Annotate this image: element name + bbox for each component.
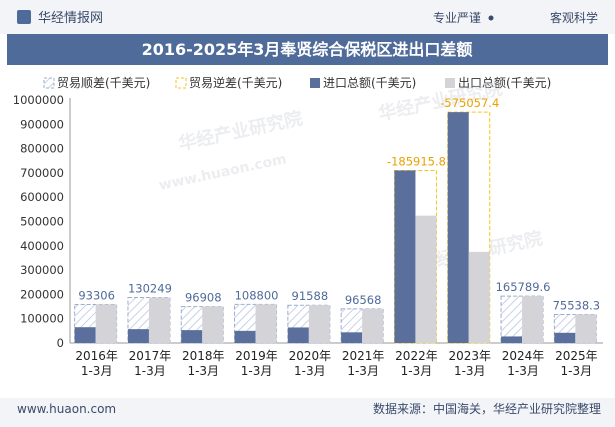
import-bar [447, 112, 469, 344]
x-tick-label: 2017年 [129, 349, 172, 363]
x-tick-label: 2023年 [448, 349, 491, 363]
plot-area: 93306 130249 96908 108800 91588 96568 -185915.… [74, 96, 601, 344]
brand-name: 华经情报网 [38, 11, 103, 26]
balance-label: 75538.3 [553, 298, 601, 312]
legend-surplus-swatch [43, 77, 55, 89]
y-tick-label: 200000 [20, 287, 64, 301]
balance-label: 93306 [78, 289, 115, 303]
import-bar [287, 327, 309, 343]
import-bar [74, 327, 96, 343]
x-tick-label: 1-3月 [187, 364, 219, 378]
x-tick-label: 1-3月 [507, 364, 539, 378]
import-bar [501, 336, 523, 343]
import-bar [127, 329, 149, 343]
x-tick-label: 1-3月 [81, 364, 113, 378]
export-bar [202, 306, 224, 343]
x-tick-label: 2018年 [182, 349, 225, 363]
export-bar [575, 314, 597, 343]
x-tick-label: 2024年 [502, 349, 545, 363]
x-tick-label: 2019年 [235, 349, 278, 363]
import-bar [394, 170, 416, 343]
import-bar [554, 332, 576, 343]
balance-label: 165789.6 [496, 280, 551, 294]
legend-export-label: 出口总额(千美元) [458, 76, 551, 90]
balance-label: -185915.8 [387, 154, 446, 168]
y-tick-label: 400000 [20, 239, 64, 253]
legend: 贸易顺差(千美元) 贸易逆差(千美元) 进口总额(千美元) 出口总额(千美元) [43, 75, 551, 90]
y-tick-label: 300000 [20, 263, 64, 277]
balance-label: 130249 [128, 281, 172, 295]
legend-surplus-label: 贸易顺差(千美元) [57, 76, 150, 90]
footer-source: 数据来源：中国海关，华经产业研究院整理 [373, 401, 601, 416]
svg-text:www.huaon.com: www.huaon.com [158, 151, 289, 194]
slogan-right: 客观科学 [550, 10, 598, 25]
x-tick-label: 1-3月 [347, 364, 379, 378]
x-tick-label: 2016年 [75, 349, 118, 363]
x-tick-label: 1-3月 [454, 364, 486, 378]
export-bar [362, 308, 384, 343]
export-bar [522, 296, 544, 343]
x-tick-label: 1-3月 [401, 364, 433, 378]
legend-deficit-label: 贸易逆差(千美元) [189, 75, 282, 90]
balance-label: 108800 [235, 288, 279, 302]
x-tick-label: 2021年 [342, 349, 385, 363]
import-bar [234, 330, 256, 343]
export-bar [255, 304, 277, 343]
legend-export-swatch [445, 78, 455, 88]
x-tick-label: 2025年 [555, 349, 598, 363]
balance-label: 91588 [292, 289, 329, 303]
export-bar [415, 215, 437, 343]
export-bar [468, 251, 490, 343]
y-tick-label: 0 [57, 336, 64, 350]
balance-label: -575057.4 [440, 96, 499, 110]
top-bar [0, 0, 615, 34]
slogan-left: 专业严谨 [433, 10, 481, 25]
import-bar [341, 332, 363, 343]
title-bar [7, 34, 608, 65]
y-tick-label: 600000 [20, 190, 64, 204]
export-bar [95, 304, 117, 343]
legend-import-label: 进口总额(千美元) [323, 76, 416, 90]
y-tick-label: 800000 [20, 142, 64, 156]
footer-bar [0, 398, 615, 427]
balance-label: 96568 [345, 293, 382, 307]
x-tick-label: 2020年 [289, 349, 332, 363]
y-tick-label: 900000 [20, 117, 64, 131]
legend-deficit-swatch [175, 77, 187, 89]
x-tick-label: 1-3月 [294, 364, 326, 378]
x-tick-label: 1-3月 [134, 364, 166, 378]
x-axis: 2016年1-3月2017年1-3月2018年1-3月2019年1-3月2020… [75, 349, 597, 378]
slogan-dot-icon [488, 15, 494, 21]
legend-import-swatch [310, 78, 320, 88]
export-bar [308, 305, 330, 343]
x-tick-label: 1-3月 [241, 364, 273, 378]
export-bar [148, 297, 170, 343]
svg-text:华经产业研究院: 华经产业研究院 [176, 107, 304, 155]
y-tick-label: 500000 [20, 215, 64, 229]
y-tick-label: 700000 [20, 166, 64, 180]
y-tick-label: 1000000 [13, 93, 64, 107]
balance-label: 96908 [185, 291, 222, 305]
chart-title: 2016-2025年3月奉贤综合保税区进出口差额 [142, 40, 473, 59]
y-tick-label: 100000 [20, 312, 64, 326]
logo-icon [17, 10, 31, 24]
x-tick-label: 2022年 [395, 349, 438, 363]
footer-url[interactable]: www.huaon.com [17, 402, 116, 416]
import-bar [181, 330, 203, 343]
x-tick-label: 1-3月 [561, 364, 593, 378]
